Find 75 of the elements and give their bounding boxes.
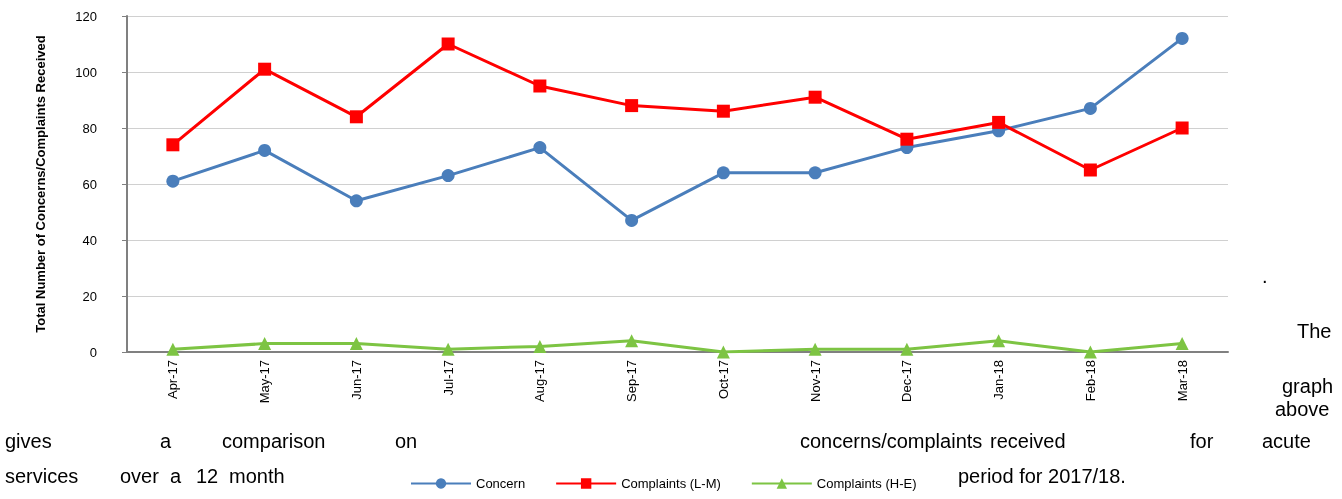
point [349, 110, 363, 124]
point [349, 194, 363, 208]
point [533, 79, 547, 93]
point [1083, 345, 1097, 359]
x-tick-label: Nov-17 [807, 360, 823, 402]
point [258, 62, 272, 76]
text: services [5, 465, 79, 487]
text: comparison [222, 430, 326, 452]
text: concerns/complaints [800, 430, 983, 452]
point [1175, 337, 1189, 351]
x-tick-label: Jul-17 [440, 360, 456, 396]
point [441, 342, 455, 356]
y-tick-label: 20 [82, 288, 97, 304]
point [992, 115, 1006, 129]
text: gives [5, 430, 52, 452]
point [441, 169, 455, 183]
legend-label: Complaints (H-E) [816, 476, 917, 491]
text: 12 [196, 465, 219, 487]
text: above [1275, 398, 1330, 420]
point [808, 90, 822, 104]
y-tick-label: 80 [82, 120, 97, 136]
y-tick-label: 40 [82, 232, 97, 248]
text: received [990, 430, 1066, 452]
point [258, 337, 272, 351]
x-tick-label: Feb-18 [1082, 360, 1098, 402]
point [1083, 163, 1097, 177]
point [992, 334, 1006, 348]
point [625, 99, 639, 113]
text: a [160, 430, 172, 452]
point [1083, 101, 1097, 115]
point [900, 132, 914, 146]
y-tick-label: 100 [75, 64, 97, 80]
legend-label: Complaints (L-M) [621, 476, 721, 491]
point [441, 37, 455, 51]
point [625, 213, 639, 227]
x-tick-label: Mar-18 [1174, 360, 1190, 402]
point [349, 337, 363, 351]
point [808, 166, 822, 180]
point [166, 342, 180, 356]
text: on [395, 430, 418, 452]
text: The [1297, 320, 1332, 342]
point [533, 141, 547, 155]
text: for [1190, 430, 1214, 452]
point [716, 345, 730, 359]
y-axis-title: Total Number of Concerns/Complaints Received [33, 35, 48, 333]
text: acute [1262, 430, 1311, 452]
x-tick-label: Sep-17 [624, 360, 640, 402]
point [625, 334, 639, 348]
text: period for 2017/18. [958, 465, 1126, 487]
x-tick-label: Jun-17 [348, 360, 364, 400]
x-tick-label: Aug-17 [532, 360, 548, 402]
point [1175, 121, 1189, 135]
y-tick-label: 60 [82, 176, 97, 192]
text: month [229, 465, 285, 487]
point [900, 342, 914, 356]
text: . [1262, 265, 1268, 287]
point [1175, 31, 1189, 45]
point [716, 104, 730, 118]
point [166, 138, 180, 152]
text: a [170, 465, 182, 487]
y-tick-label: 0 [89, 344, 97, 360]
point [166, 174, 180, 188]
y-tick-label: 120 [75, 8, 97, 24]
point [716, 166, 730, 180]
x-tick-label: Apr-17 [165, 360, 181, 400]
point [533, 339, 547, 353]
legend-label: Concern [476, 476, 526, 491]
x-tick-label: Oct-17 [715, 360, 731, 400]
x-tick-label: Dec-17 [899, 360, 915, 402]
x-tick-label: May-17 [257, 360, 273, 404]
x-tick-label: Jan-18 [991, 360, 1007, 400]
text: graph [1282, 375, 1334, 397]
text: over [120, 465, 159, 487]
point [808, 342, 822, 356]
point [258, 143, 272, 157]
